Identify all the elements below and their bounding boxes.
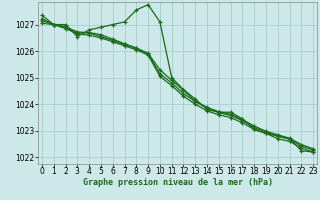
X-axis label: Graphe pression niveau de la mer (hPa): Graphe pression niveau de la mer (hPa) — [83, 178, 273, 187]
